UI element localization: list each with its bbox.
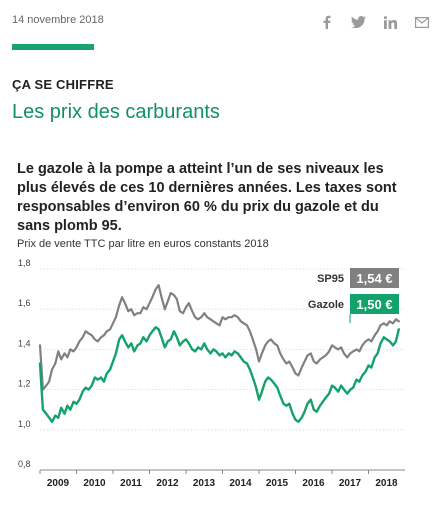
top-bar: 14 novembre 2018 [12, 12, 430, 32]
legend-label-gazole: Gazole [308, 299, 344, 311]
y-tick-label: 1,4 [18, 338, 31, 348]
fuel-price-chart: 0,81,01,21,41,61,8 2009 2010 2011 2012 2013 2… [18, 258, 405, 489]
x-axis-ticks: 2009 2010 2011 2012 2013 2014 2015 2016 2017 2018 [39, 470, 398, 489]
publication-date: 14 novembre 2018 [12, 14, 104, 26]
linkedin-share-button[interactable] [382, 14, 398, 30]
x-tick-label: 2017 [339, 478, 362, 489]
twitter-share-button[interactable] [350, 14, 366, 30]
y-tick-label: 1,2 [18, 379, 31, 389]
chart-subtitle: Prix de vente TTC par litre en euros con… [17, 238, 269, 250]
legend-label-sp95: SP95 [317, 273, 344, 285]
y-axis-ticks: 0,8 1,0 1,2 1,4 1,6 1,8 [18, 258, 31, 469]
legend-value-gazole: 1,50 € [356, 297, 392, 312]
y-tick-label: 1,8 [18, 258, 31, 268]
x-tick-label: 2011 [120, 478, 142, 489]
series-line-gazole [38, 326, 400, 423]
mail-share-button[interactable] [414, 14, 430, 30]
chart-legend: SP95 1,54 € Gazole 1,50 € [308, 268, 399, 324]
x-tick-label: 2009 [47, 478, 70, 489]
facebook-icon [323, 15, 330, 29]
linkedin-icon [383, 15, 397, 29]
lead-paragraph: Le gazole à la pompe a atteint l’un de s… [17, 161, 397, 234]
x-tick-label: 2010 [83, 478, 106, 489]
page-title: Les prix des carburants [12, 101, 220, 123]
chart-series [38, 284, 400, 423]
x-tick-label: 2014 [229, 478, 252, 489]
legend-swatch-sp95 [350, 268, 399, 288]
legend-value-sp95: 1,54 € [356, 271, 392, 286]
x-tick-label: 2018 [375, 478, 398, 489]
y-tick-label: 1,0 [18, 419, 31, 429]
legend-swatch-gazole [350, 294, 399, 314]
section-kicker: ÇA SE CHIFFRE [12, 77, 114, 92]
series-line-sp95 [38, 284, 400, 391]
accent-rule [12, 44, 94, 50]
facebook-share-button[interactable] [318, 14, 334, 30]
share-bar [318, 12, 430, 32]
y-tick-label: 0,8 [18, 459, 31, 469]
x-tick-label: 2013 [193, 478, 216, 489]
twitter-icon [350, 16, 366, 28]
x-tick-label: 2016 [302, 478, 325, 489]
x-tick-label: 2012 [156, 478, 179, 489]
y-tick-label: 1,6 [18, 298, 31, 308]
x-tick-label: 2015 [266, 478, 289, 489]
mail-icon [415, 16, 429, 28]
